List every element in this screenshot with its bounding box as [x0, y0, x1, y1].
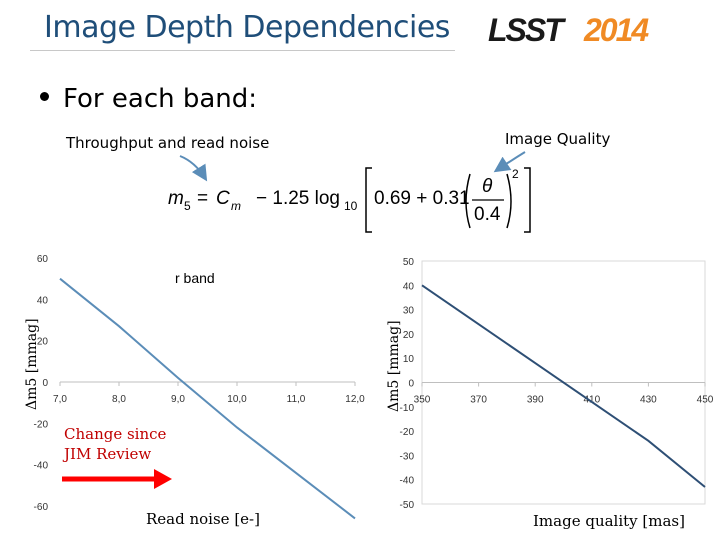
right-y-tick-label: 0 — [408, 379, 414, 390]
right-y-tick-label: -40 — [400, 476, 415, 487]
left-x-tick-label: 7,0 — [53, 394, 67, 405]
formula-coef: − 1.25 log — [256, 188, 340, 209]
formula-log-sub: 10 — [344, 199, 358, 213]
right-y-tick-label: 20 — [403, 330, 415, 341]
right-y-tick-label: 30 — [403, 306, 415, 317]
left-x-tick-label: 12,0 — [345, 394, 365, 405]
change-arrow-head — [154, 469, 172, 489]
right-x-tick-label: 450 — [697, 395, 714, 406]
right-y-tick-label: 40 — [403, 281, 415, 292]
formula-eq: = — [197, 188, 208, 209]
svg-text:2014: 2014 — [583, 14, 649, 46]
right-x-tick-label: 410 — [583, 395, 600, 406]
image-quality-note: Image Quality — [505, 130, 611, 148]
formula-theta: θ — [482, 176, 493, 197]
right-x-tick-label: 350 — [414, 395, 431, 406]
left-x-tick-label: 10,0 — [227, 394, 247, 405]
lsst2014-logo: LSST 2014 — [488, 14, 651, 46]
left-series-line — [59, 277, 356, 520]
throughput-note: Throughput and read noise — [66, 134, 270, 152]
left-x-tick-label: 9,0 — [171, 394, 185, 405]
image-quality-arrow — [493, 151, 526, 173]
right-y-tick-label: -20 — [400, 427, 415, 438]
left-x-tick-label: 11,0 — [287, 394, 306, 405]
right-y-tick-label: 10 — [403, 354, 415, 365]
formula-m: m — [168, 188, 184, 209]
bullet-dot — [40, 92, 49, 101]
formula-a: 0.69 + 0.31 — [374, 188, 470, 209]
page-title: Image Depth Dependencies — [44, 10, 450, 45]
right-y-axis-label: Δm5 [mmag] — [386, 320, 402, 412]
formula-exp: 2 — [512, 167, 519, 181]
right-x-tick-label: 370 — [470, 395, 487, 406]
right-y-tick-label: -10 — [400, 403, 415, 414]
left-x-axis-label: Read noise [e-] — [146, 510, 260, 528]
left-y-tick-label: -40 — [34, 461, 49, 472]
right-y-tick-label: -30 — [400, 451, 415, 462]
formula-c: C — [216, 188, 230, 209]
change-note: Change since JIM Review — [64, 425, 167, 463]
formula-den: 0.4 — [474, 204, 501, 225]
left-y-tick-label: 0 — [42, 378, 48, 389]
depth-formula: m 5 = C m − 1.25 log 10 0.69 + 0.31 θ 0.… — [168, 167, 531, 233]
bullet-text: For each band: — [63, 84, 258, 114]
formula-c-sub: m — [231, 199, 241, 213]
right-y-tick-label: 50 — [403, 257, 415, 268]
formula-m-sub: 5 — [184, 199, 191, 213]
left-y-axis-label: Δm5 [mmag] — [24, 318, 40, 410]
right-x-axis-label: Image quality [mas] — [533, 512, 685, 530]
left-y-tick-label: 20 — [37, 337, 49, 348]
left-y-tick-label: -20 — [34, 419, 49, 430]
right-series-line — [421, 284, 706, 488]
bullet-item: For each band: — [40, 84, 257, 114]
right-y-tick-label: -50 — [400, 500, 415, 511]
left-y-tick-label: 40 — [37, 295, 49, 306]
throughput-arrow — [179, 155, 208, 182]
r-band-label: r band — [175, 270, 215, 286]
svg-text:LSST: LSST — [488, 14, 566, 46]
left-y-tick-label: 60 — [37, 254, 49, 265]
left-x-tick-label: 8,0 — [112, 394, 126, 405]
left-y-tick-label: -60 — [34, 502, 49, 513]
title-divider — [30, 50, 455, 51]
right-x-tick-label: 430 — [640, 395, 657, 406]
right-x-tick-label: 390 — [527, 395, 544, 406]
